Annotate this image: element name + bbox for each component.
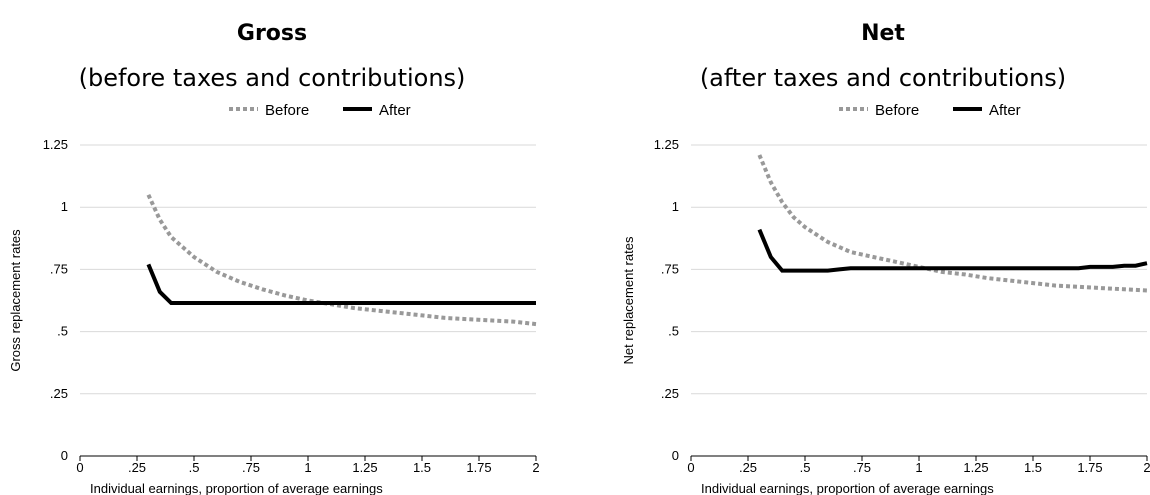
legend-label-after: After <box>379 102 411 119</box>
x-tick-label: 1.75 <box>1077 460 1102 475</box>
y-tick-label: 1 <box>672 199 679 214</box>
chart-subtitle: (before taxes and contributions) <box>79 64 466 92</box>
legend-label-before: Before <box>875 102 919 119</box>
chart-title: Gross <box>237 21 307 46</box>
x-axis-label: Individual earnings, proportion of avera… <box>701 481 994 495</box>
y-axis-label: Net replacement rates <box>621 236 636 364</box>
y-tick-label: .75 <box>661 261 679 276</box>
x-tick-label: 1.75 <box>466 460 491 475</box>
legend: Before After <box>229 102 411 119</box>
y-tick-label: .5 <box>57 324 68 339</box>
x-tick-label: 1.25 <box>352 460 377 475</box>
y-axis-label: Gross replacement rates <box>8 229 23 372</box>
y-tick-label: .25 <box>661 386 679 401</box>
x-tick-label: 2 <box>532 460 539 475</box>
y-tick-label: 1.25 <box>654 137 679 152</box>
x-tick-label: .5 <box>189 460 200 475</box>
x-tick-label: .25 <box>739 460 757 475</box>
legend-label-before: Before <box>265 102 309 119</box>
x-tick-label: .75 <box>242 460 260 475</box>
y-tick-label: 0 <box>672 448 679 463</box>
x-tick-label: 1.5 <box>1024 460 1042 475</box>
legend: Before After <box>839 102 1021 119</box>
x-tick-label: 2 <box>1143 460 1150 475</box>
y-tick-label: 0 <box>61 448 68 463</box>
chart-title: Net <box>861 21 905 46</box>
y-tick-label: 1 <box>61 199 68 214</box>
legend-label-after: After <box>989 102 1021 119</box>
x-tick-label: 1 <box>304 460 311 475</box>
x-tick-label: 0 <box>687 460 694 475</box>
x-tick-label: 0 <box>76 460 83 475</box>
chart-subtitle: (after taxes and contributions) <box>700 64 1066 92</box>
y-tick-label: .75 <box>50 261 68 276</box>
y-tick-label: .5 <box>668 324 679 339</box>
chart-panel-1: Gross (before taxes and contributions) Bef… <box>8 21 540 495</box>
y-tick-label: 1.25 <box>43 137 68 152</box>
x-tick-label: .75 <box>853 460 871 475</box>
x-tick-label: 1 <box>915 460 922 475</box>
x-tick-label: 1.5 <box>413 460 431 475</box>
x-tick-label: .5 <box>800 460 811 475</box>
x-tick-label: 1.25 <box>963 460 988 475</box>
y-tick-label: .25 <box>50 386 68 401</box>
x-axis-label: Individual earnings, proportion of avera… <box>90 481 383 495</box>
chart-panel-2: Net (after taxes and contributions) Before… <box>621 21 1150 495</box>
x-tick-label: .25 <box>128 460 146 475</box>
series-line-after <box>757 228 1148 273</box>
series-line-after <box>146 263 536 305</box>
